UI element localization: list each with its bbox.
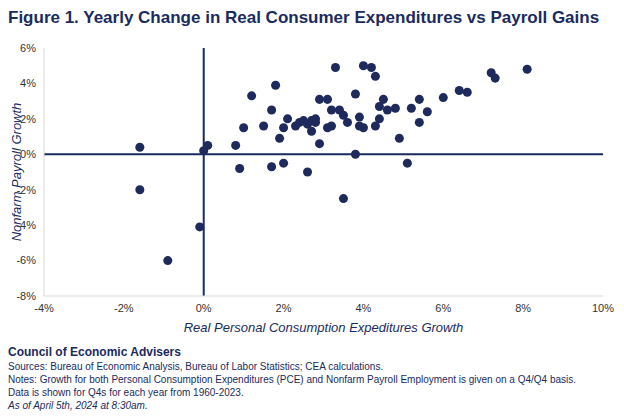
svg-text:-8%: -8% bbox=[16, 290, 36, 302]
svg-text:-4%: -4% bbox=[34, 302, 54, 314]
svg-text:-6%: -6% bbox=[16, 254, 36, 266]
svg-text:6%: 6% bbox=[435, 302, 451, 314]
svg-text:2%: 2% bbox=[276, 302, 292, 314]
svg-text:6%: 6% bbox=[20, 42, 36, 54]
svg-text:8%: 8% bbox=[515, 302, 531, 314]
svg-text:4%: 4% bbox=[355, 302, 371, 314]
svg-text:0%: 0% bbox=[196, 302, 212, 314]
svg-text:-2%: -2% bbox=[114, 302, 134, 314]
svg-text:10%: 10% bbox=[592, 302, 614, 314]
svg-text:4%: 4% bbox=[20, 77, 36, 89]
